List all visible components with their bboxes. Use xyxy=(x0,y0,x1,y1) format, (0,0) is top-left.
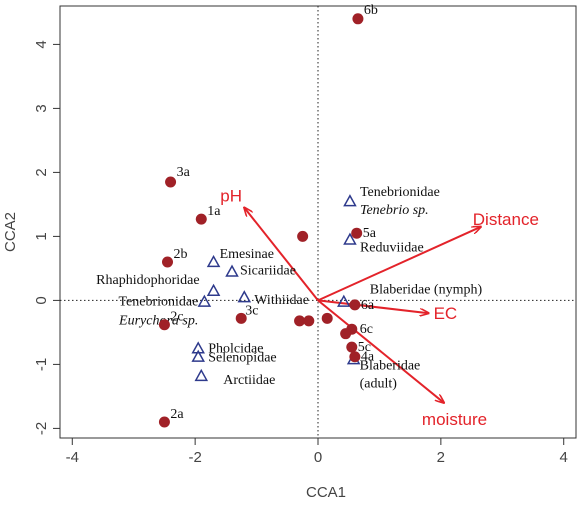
x-tick-label: -2 xyxy=(188,449,201,466)
site-marker xyxy=(346,341,358,353)
y-tick-label: 1 xyxy=(33,232,50,240)
x-tick-label: 2 xyxy=(437,449,445,466)
taxon-label: Sicariidae xyxy=(240,264,296,279)
site-label: 6c xyxy=(360,322,373,337)
y-tick-label: 0 xyxy=(33,296,50,304)
site-label: 2c xyxy=(170,310,183,325)
x-tick-label: 4 xyxy=(560,449,568,466)
taxon-marker xyxy=(191,341,205,354)
site-marker xyxy=(165,176,177,188)
taxon-label: Selenopidae xyxy=(208,351,276,366)
env-vector-arrow xyxy=(317,227,481,302)
x-tick-label: 0 xyxy=(314,449,322,466)
taxon-label: Tenebrionidae xyxy=(118,295,198,310)
x-tick-label: -4 xyxy=(66,449,79,466)
site-marker xyxy=(351,227,363,239)
y-tick-label: -1 xyxy=(33,358,50,371)
env-vector-arrow xyxy=(317,299,444,402)
taxon-label: Withiidae xyxy=(254,293,309,308)
site-marker xyxy=(158,319,170,331)
site-marker xyxy=(352,13,364,25)
taxon-marker xyxy=(337,294,351,307)
taxon-label: Tenebrionidae xyxy=(360,185,440,200)
taxon-marker xyxy=(237,290,252,303)
env-vector-arrow xyxy=(317,299,429,313)
site-label: 3a xyxy=(177,165,191,180)
taxon-marker xyxy=(194,368,209,382)
site-label: 5a xyxy=(363,226,377,241)
taxon-marker xyxy=(343,194,357,207)
taxon-label-line2: (adult) xyxy=(360,376,398,391)
y-tick-label: -2 xyxy=(33,422,50,435)
env-vector-arrow xyxy=(244,208,319,302)
y-tick-label: 3 xyxy=(33,104,50,112)
site-marker xyxy=(162,256,173,268)
env-vector-label: moisture xyxy=(422,410,487,429)
site-label: 1a xyxy=(207,204,221,219)
taxon-label: Arctiidae xyxy=(223,373,275,388)
env-vector-label: pH xyxy=(220,187,242,206)
x-axis-title: CCA1 xyxy=(306,484,346,501)
taxon-label: Blaberidae xyxy=(360,358,421,373)
site-marker xyxy=(195,213,207,225)
taxon-label: Blaberidae (nymph) xyxy=(370,283,483,298)
site-marker xyxy=(349,299,361,311)
site-marker xyxy=(235,312,247,324)
taxon-marker xyxy=(206,254,221,268)
taxon-label-line2: Eurychora sp. xyxy=(118,314,198,329)
site-marker xyxy=(303,315,315,327)
site-label: 2b xyxy=(174,247,188,262)
env-vector-label: Distance xyxy=(473,210,539,229)
y-axis-title: CCA2 xyxy=(2,212,19,252)
y-tick-label: 4 xyxy=(33,40,50,48)
site-label: 6a xyxy=(361,298,375,313)
taxon-marker xyxy=(191,349,205,362)
taxon-marker xyxy=(343,232,357,245)
site-label: 5c xyxy=(358,340,371,355)
site-label: 3c xyxy=(245,303,258,318)
site-marker xyxy=(297,230,309,242)
site-marker xyxy=(321,312,333,324)
y-tick-label: 2 xyxy=(33,168,50,176)
env-vector-label: EC xyxy=(434,304,458,323)
site-label: 2a xyxy=(170,407,184,422)
taxon-label: Reduviidae xyxy=(360,241,424,256)
site-label: 4a xyxy=(361,350,375,365)
site-label: 6b xyxy=(364,3,378,18)
site-marker xyxy=(349,351,361,363)
taxon-label: Pholcidae xyxy=(208,341,263,356)
site-marker xyxy=(158,416,170,428)
taxon-label: Rhaphidophoridae xyxy=(96,273,199,288)
taxon-label: Emesinae xyxy=(220,247,274,262)
site-marker xyxy=(340,328,352,340)
taxon-marker xyxy=(197,294,212,307)
taxon-marker xyxy=(225,264,239,277)
taxon-label-line2: Tenebrio sp. xyxy=(360,203,429,218)
site-marker xyxy=(294,315,306,327)
taxon-marker xyxy=(206,283,221,296)
